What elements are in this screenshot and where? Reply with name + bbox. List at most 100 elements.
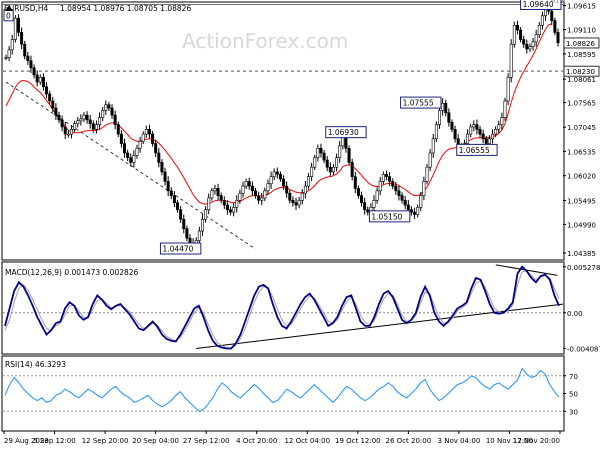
candle-body [515,24,519,31]
header-symbol: EURUSD,H4 [4,4,48,13]
candle-body [313,157,317,168]
rsi-series [4,367,560,412]
macd-tick-label: 0.00 [567,310,583,318]
candle-body [494,129,498,135]
candle-body [45,86,49,95]
candle-body [69,129,73,135]
candle-body [204,209,208,220]
candle-body [29,60,33,69]
candle-body [85,114,89,121]
candle-body [91,123,95,130]
candle-body [328,166,332,173]
candle-body [519,29,523,40]
candle-body [319,147,323,154]
price-annotation-label: 1.04470 [162,245,193,254]
level-lines [3,3,563,72]
macd-panel-frame [1,261,565,355]
macd-panel: 0.005278 0.00 -0.004087 MACD(12,26,9) 0.00… [1,261,600,355]
candle-body [297,199,301,206]
candle-body [403,199,407,206]
y-tick-label: 1.07565 [567,100,596,108]
candle-body [534,34,538,43]
candle-body [13,17,17,40]
candle-body [347,147,351,163]
price-annotation-box [400,96,442,109]
candle-body [63,126,67,135]
candle-body [441,103,445,111]
candle-body [113,114,117,125]
candle-body [144,129,148,135]
x-tick-label: 4 Oct 20:00 [236,437,277,445]
candle-body [253,190,257,196]
signal-line [4,270,560,350]
candle-body [419,195,423,208]
rsi-tick-label: 70 [569,373,578,381]
candle-body [179,209,183,220]
rsi-title: RSI(14) 46.3293 [5,360,66,369]
x-tick-label: 5 Sep 12:00 [33,437,75,445]
y-tick-label: 1.04990 [567,221,596,229]
x-tick-label: 17 Nov 20:00 [513,437,560,445]
candle-body [241,185,245,194]
candle-body [250,185,254,192]
candle-body [509,43,513,78]
candle-body [101,110,105,118]
y-tick-label: 1.05495 [567,198,596,206]
candle-body [472,124,476,128]
candle-body [197,230,201,241]
macd-tick-label: 0.005278 [567,264,600,272]
candle-body [391,181,395,187]
candle-body [484,138,488,144]
x-tick-label: 29 Aug 2023 [4,437,49,445]
candle-body [537,24,541,36]
candle-body [169,190,173,196]
price-annotation-label: 1.06555 [459,146,490,155]
candle-body [453,129,457,140]
candle-body [522,39,526,45]
candle-body [200,218,204,232]
candle-body [238,192,242,201]
collapse-triangle-icon[interactable] [5,5,13,11]
y-tick-label: 1.09615 [567,3,596,11]
candle-body [244,181,248,187]
price-annotation-box [456,143,498,156]
candle-body [266,183,270,192]
candle-body [176,202,180,211]
price-tag-box [563,65,600,77]
candle-body [141,133,145,142]
price-annotation-box [368,210,411,223]
price-annotation-label: 1.07555 [403,99,434,108]
candle-body [216,188,220,196]
candle-body [79,118,83,122]
candle-body [553,20,557,33]
candle-body [82,114,86,120]
candle-body [431,138,435,154]
candle-body [409,209,413,213]
price-tags: 1.08826 1.08230 [563,37,600,77]
candle-body [394,185,398,192]
price-tag-label: 1.08826 [566,40,595,48]
candle-body [450,121,454,130]
candle-body [48,93,52,102]
candle-body [4,57,8,59]
candle-body [272,171,276,177]
candle-body [469,126,473,135]
rsi-panel: 70 50 30 RSI(14) 46.3293 [1,355,578,432]
candle-body [475,124,479,130]
candle-body [229,209,233,213]
candle-body [422,181,426,196]
candle-body [353,176,357,189]
x-tick-label: 12 Sep 20:00 [82,437,129,445]
candle-body [356,188,360,196]
candle-body [172,195,176,203]
y-tick-label: 1.07045 [567,124,596,132]
candle-body [300,192,304,201]
candle-body [406,204,410,211]
candle-body [151,133,155,144]
candle-body [76,120,80,124]
candle-body [210,190,214,199]
candle-body [500,117,504,125]
y-tick-label: 1.04385 [567,250,596,258]
y-tick-label: 1.09110 [567,27,596,35]
rsi-tick-label: 30 [569,408,578,416]
